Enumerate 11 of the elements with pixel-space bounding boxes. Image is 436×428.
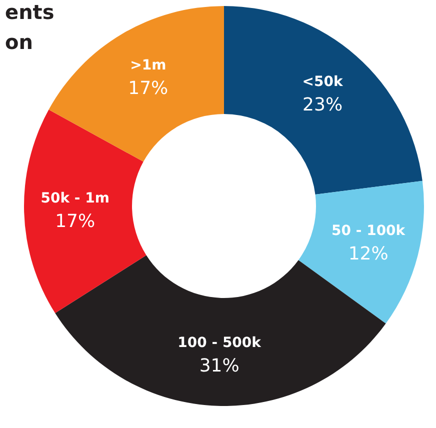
- data-label: 17%: [55, 211, 96, 232]
- slice-label: 100 - 500k: [178, 334, 262, 351]
- slice-label: >1m: [130, 58, 166, 74]
- data-label: 23%: [302, 94, 343, 116]
- data-label: 17%: [128, 78, 168, 100]
- text: ents on: [5, 0, 54, 54]
- slice-label: <50k: [302, 74, 344, 90]
- data-label: 12%: [348, 244, 388, 265]
- slice-label: 50k - 1m: [40, 190, 110, 207]
- data-label: 31%: [199, 355, 240, 376]
- slice-label: 50 - 100k: [332, 223, 406, 240]
